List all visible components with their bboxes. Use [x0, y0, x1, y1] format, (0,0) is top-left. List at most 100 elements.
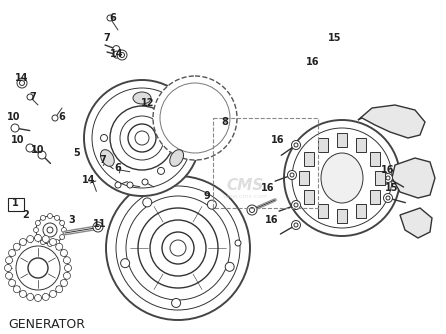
FancyBboxPatch shape [375, 171, 385, 185]
Polygon shape [400, 208, 432, 238]
Circle shape [153, 76, 237, 160]
Circle shape [17, 78, 27, 88]
Circle shape [284, 120, 400, 236]
Text: 11: 11 [93, 219, 107, 229]
Ellipse shape [321, 153, 363, 203]
Circle shape [4, 265, 12, 272]
Circle shape [20, 80, 25, 86]
Circle shape [207, 200, 216, 209]
Circle shape [113, 46, 120, 52]
Circle shape [27, 235, 34, 242]
Circle shape [48, 241, 53, 246]
Circle shape [128, 124, 156, 152]
Circle shape [35, 220, 41, 225]
Circle shape [33, 227, 38, 232]
Ellipse shape [133, 92, 151, 104]
Circle shape [56, 286, 63, 293]
Text: 7: 7 [29, 92, 37, 102]
Circle shape [95, 224, 100, 229]
Circle shape [115, 182, 121, 188]
FancyBboxPatch shape [299, 171, 309, 185]
Circle shape [41, 215, 45, 220]
Circle shape [126, 196, 230, 300]
Circle shape [157, 167, 165, 174]
Circle shape [120, 52, 124, 57]
Circle shape [92, 88, 192, 188]
Circle shape [56, 243, 63, 250]
Circle shape [120, 116, 164, 160]
Text: 16: 16 [261, 183, 275, 193]
Circle shape [36, 216, 64, 244]
Circle shape [162, 232, 194, 264]
Circle shape [290, 173, 294, 177]
Circle shape [13, 286, 20, 293]
Circle shape [54, 239, 59, 244]
Circle shape [8, 249, 16, 257]
Circle shape [42, 294, 49, 301]
Circle shape [63, 272, 70, 279]
Circle shape [327, 163, 357, 193]
Text: 7: 7 [103, 33, 110, 43]
Circle shape [386, 176, 390, 180]
Circle shape [116, 186, 240, 310]
Circle shape [384, 173, 392, 182]
Circle shape [93, 222, 103, 232]
Text: GENERATOR: GENERATOR [8, 319, 85, 332]
FancyBboxPatch shape [304, 152, 314, 166]
Circle shape [100, 135, 107, 142]
Circle shape [294, 143, 298, 147]
Circle shape [384, 193, 392, 202]
Circle shape [27, 94, 33, 100]
Circle shape [50, 238, 57, 245]
Circle shape [52, 115, 58, 121]
Circle shape [84, 80, 200, 196]
Text: 2: 2 [23, 210, 29, 220]
Circle shape [292, 141, 301, 150]
Circle shape [120, 259, 130, 268]
Circle shape [288, 170, 297, 179]
Circle shape [127, 182, 133, 188]
Text: 6: 6 [115, 163, 121, 173]
Text: 5: 5 [74, 148, 80, 158]
Text: 3: 3 [69, 215, 75, 225]
Circle shape [225, 262, 234, 271]
Circle shape [107, 15, 113, 21]
Circle shape [62, 227, 66, 232]
Circle shape [60, 234, 65, 239]
Circle shape [35, 234, 41, 239]
Circle shape [28, 258, 48, 278]
Circle shape [143, 198, 152, 207]
Circle shape [110, 106, 174, 170]
Circle shape [54, 215, 59, 220]
Circle shape [42, 235, 49, 242]
Circle shape [294, 223, 298, 227]
Circle shape [150, 220, 206, 276]
Circle shape [60, 220, 65, 225]
Circle shape [8, 238, 68, 298]
Text: 14: 14 [110, 49, 124, 59]
Circle shape [61, 280, 67, 287]
Circle shape [20, 291, 26, 298]
Circle shape [65, 265, 71, 272]
Bar [213, 118, 318, 208]
Text: 10: 10 [11, 135, 25, 145]
Text: 15: 15 [385, 183, 399, 193]
Circle shape [247, 205, 257, 215]
Polygon shape [392, 158, 435, 198]
Text: CMS: CMS [226, 177, 264, 192]
Circle shape [157, 102, 165, 109]
Circle shape [292, 128, 392, 228]
Text: 1: 1 [12, 198, 18, 208]
Circle shape [294, 203, 298, 207]
Text: 16: 16 [381, 165, 395, 175]
Circle shape [48, 213, 53, 218]
FancyBboxPatch shape [304, 190, 314, 204]
Circle shape [38, 151, 46, 159]
Circle shape [106, 176, 250, 320]
Circle shape [61, 249, 67, 257]
Circle shape [117, 50, 127, 60]
Text: 8: 8 [222, 117, 228, 127]
Text: 14: 14 [15, 73, 29, 83]
FancyBboxPatch shape [370, 190, 380, 204]
Circle shape [11, 124, 19, 132]
